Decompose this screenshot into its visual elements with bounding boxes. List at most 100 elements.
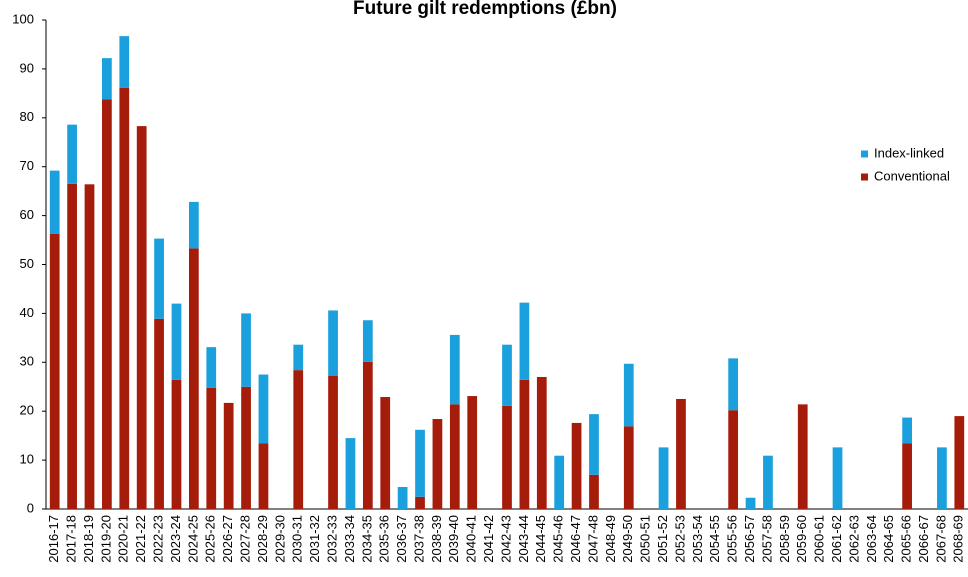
bar-segment — [362, 320, 373, 362]
y-tick-label: 80 — [20, 109, 34, 124]
x-tick-label: 2063-64 — [864, 515, 879, 563]
bar-segment — [345, 438, 356, 509]
bar-segment — [589, 414, 599, 475]
x-tick-label: 2033-34 — [342, 515, 357, 563]
bar-segment — [467, 396, 478, 509]
bar-segment — [502, 344, 512, 406]
bar-segment — [258, 443, 269, 509]
x-tick-label: 2042-43 — [498, 515, 513, 563]
bar-segment — [676, 398, 686, 509]
x-tick-label: 2054-55 — [707, 515, 722, 563]
x-tick-label: 2052-53 — [672, 515, 687, 563]
x-tick-label: 2068-69 — [951, 515, 966, 563]
x-tick-label: 2034-35 — [359, 515, 374, 563]
x-tick-label: 2016-17 — [46, 515, 61, 563]
x-tick-label: 2030-31 — [290, 515, 305, 563]
legend-label: Index-linked — [874, 145, 944, 160]
legend-swatch — [861, 173, 868, 181]
y-tick-label: 20 — [20, 403, 34, 418]
bar-segment — [241, 313, 251, 387]
x-tick-label: 2059-60 — [794, 515, 809, 563]
bar-segment — [832, 447, 843, 509]
legend-label: Conventional — [874, 168, 950, 183]
x-tick-label: 2065-66 — [899, 515, 914, 563]
x-tick-label: 2028-29 — [255, 515, 270, 563]
bar-segment — [362, 361, 373, 509]
x-tick-label: 2035-36 — [377, 515, 392, 563]
y-tick-label: 50 — [20, 256, 34, 271]
x-tick-label: 2021-22 — [133, 515, 148, 563]
bar-segment — [293, 370, 304, 509]
x-tick-label: 2066-67 — [916, 515, 931, 563]
x-tick-label: 2032-33 — [324, 515, 339, 563]
x-tick-label: 2022-23 — [151, 515, 166, 563]
x-tick-label: 2045-46 — [551, 515, 566, 563]
bar-segment — [554, 455, 565, 509]
bar-segment — [763, 455, 773, 509]
y-tick-label: 40 — [20, 305, 34, 320]
x-tick-label: 2023-24 — [168, 515, 183, 563]
bar-segment — [589, 474, 599, 509]
x-tick-label: 2067-68 — [933, 515, 948, 563]
bar-segment — [67, 183, 77, 509]
bar-segment — [415, 429, 425, 497]
x-tick-label: 2047-48 — [585, 515, 600, 563]
bar-segment — [937, 447, 947, 509]
bar-segment — [171, 379, 182, 509]
bar-segment — [188, 201, 199, 249]
x-tick-label: 2036-37 — [394, 515, 409, 563]
x-tick-label: 2040-41 — [464, 515, 479, 563]
y-tick-label: 90 — [20, 60, 34, 75]
x-tick-label: 2043-44 — [516, 515, 531, 563]
x-tick-label: 2019-20 — [98, 515, 113, 563]
x-tick-label: 2055-56 — [725, 515, 740, 563]
y-tick-label: 0 — [27, 500, 34, 515]
y-tick-label: 100 — [12, 11, 34, 26]
x-tick-label: 2058-59 — [777, 515, 792, 563]
bar-segment — [623, 363, 634, 427]
bar-segment — [188, 248, 199, 509]
bar-segment — [415, 496, 425, 509]
bar-segment — [502, 405, 512, 509]
x-tick-label: 2026-27 — [220, 515, 235, 563]
bar-segment — [536, 376, 547, 509]
x-tick-label: 2061-62 — [829, 515, 844, 563]
x-tick-label: 2044-45 — [533, 515, 548, 563]
bar-segment — [797, 404, 808, 509]
x-tick-label: 2037-38 — [411, 515, 426, 563]
x-tick-label: 2031-32 — [307, 515, 322, 563]
x-tick-label: 2051-52 — [655, 515, 670, 563]
bar-segment — [954, 416, 965, 509]
bar-segment — [519, 379, 530, 509]
bar-segment — [119, 87, 130, 509]
bar-segment — [728, 410, 739, 509]
bar-segment — [154, 318, 164, 509]
x-tick-label: 2046-47 — [568, 515, 583, 563]
bar-segment — [902, 443, 912, 509]
x-tick-label: 2053-54 — [690, 515, 705, 563]
bar-segment — [136, 126, 147, 509]
bar-segment — [171, 303, 182, 380]
x-tick-label: 2064-65 — [881, 515, 896, 563]
bar-segment — [658, 447, 669, 509]
y-tick-label: 30 — [20, 354, 34, 369]
bar-segment — [49, 170, 60, 234]
bar-segment — [293, 344, 304, 371]
x-tick-label: 2039-40 — [446, 515, 461, 563]
bar-segment — [84, 184, 95, 509]
chart-title: Future gilt redemptions (£bn) — [353, 0, 617, 19]
x-tick-label: 2027-28 — [237, 515, 252, 563]
x-tick-label: 2020-21 — [116, 515, 131, 563]
y-tick-label: 10 — [20, 452, 34, 467]
bar-segment — [119, 36, 130, 88]
bar-segment — [67, 124, 77, 184]
x-tick-label: 2056-57 — [742, 515, 757, 563]
legend-swatch — [861, 150, 868, 158]
bar-segment — [519, 302, 530, 380]
bar-segment — [728, 358, 739, 411]
bar-segment — [49, 233, 60, 509]
bar-segment — [449, 404, 460, 509]
x-tick-label: 2025-26 — [203, 515, 218, 563]
bar-segment — [258, 374, 269, 444]
